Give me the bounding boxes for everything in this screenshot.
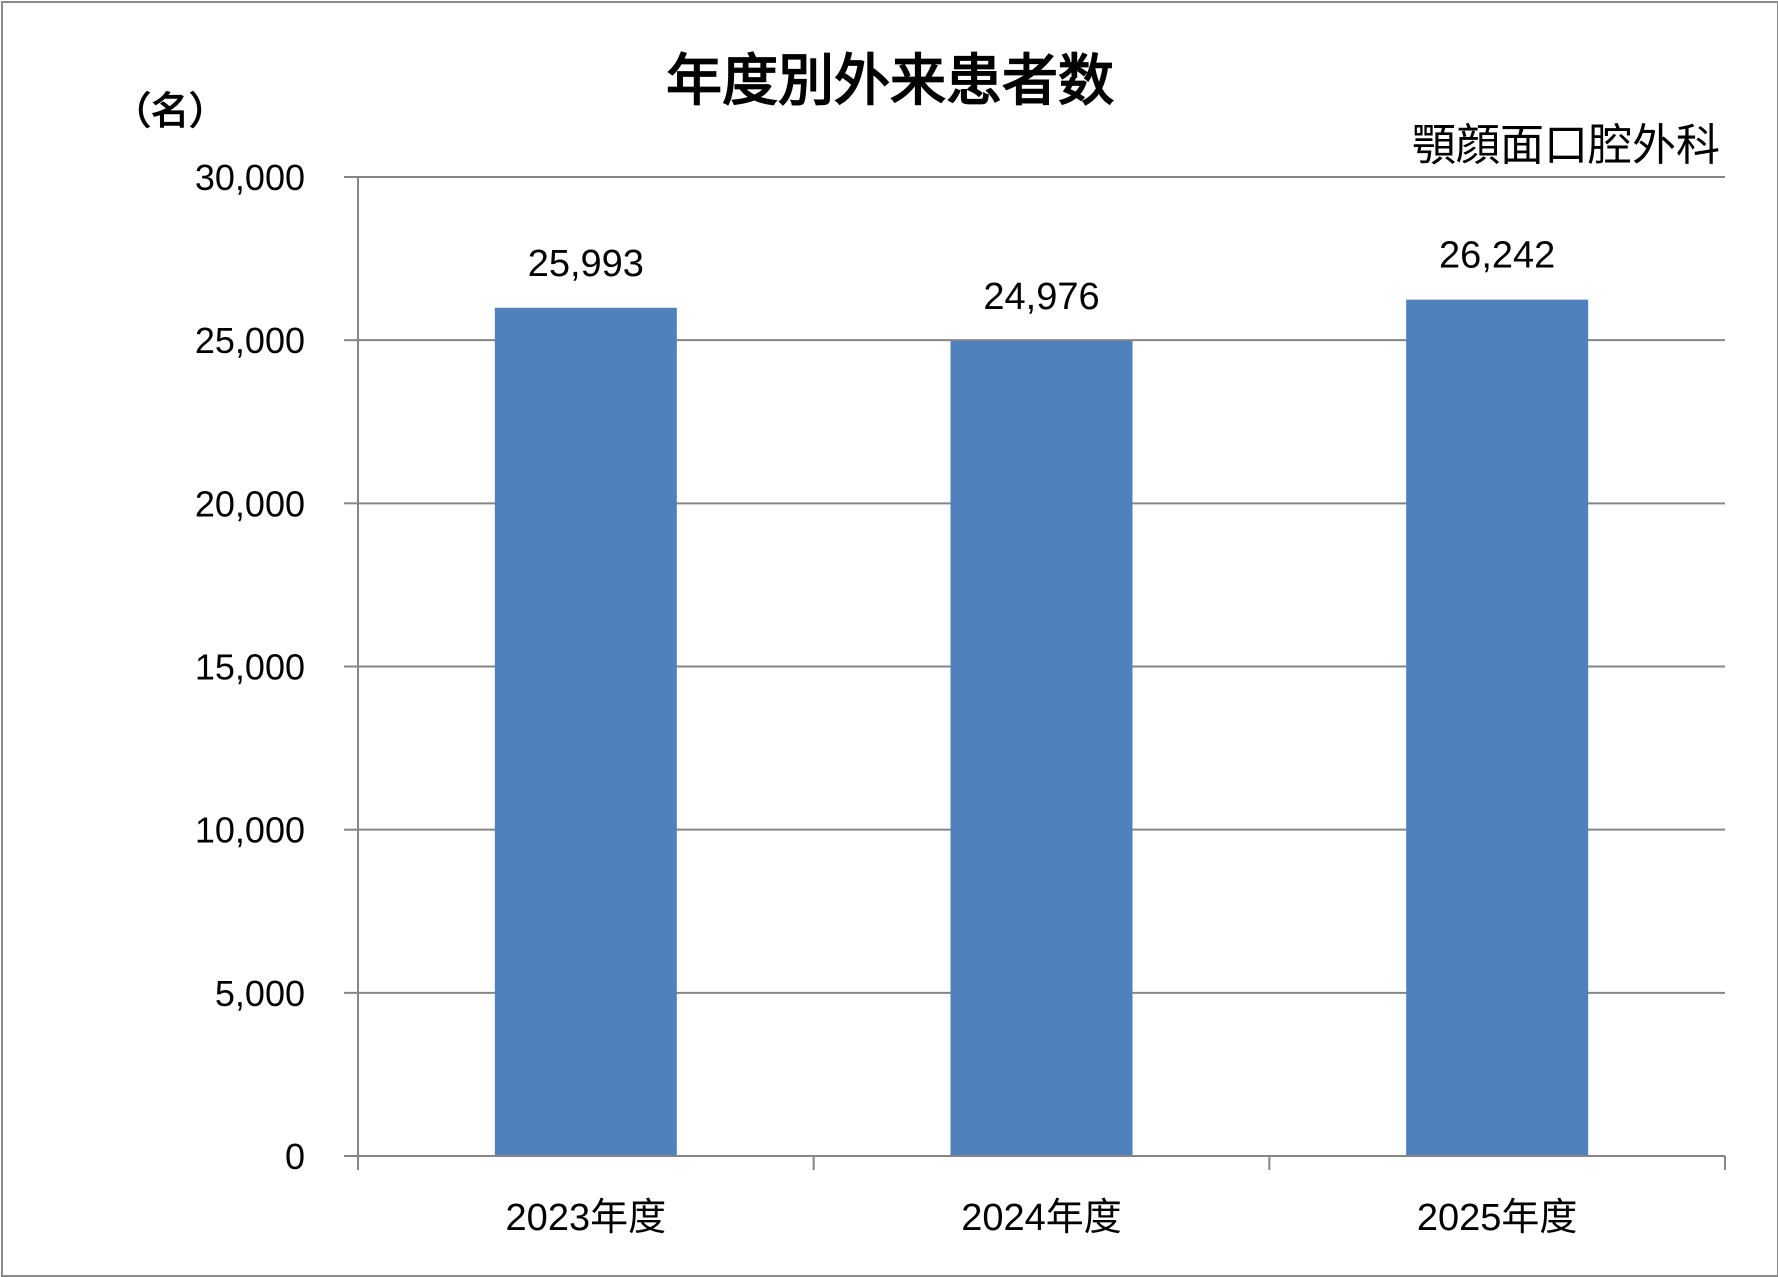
bar: [494, 307, 677, 1156]
y-tick-label: 30,000: [195, 157, 305, 198]
y-tick-label: 15,000: [195, 647, 305, 688]
y-unit-label: （名）: [113, 91, 227, 133]
y-tick-label: 25,000: [195, 320, 305, 361]
labels: 0 5,000 10,000 15,000 20,000 25,000 30,000 25,9…: [195, 157, 1578, 1239]
y-tick-label: 5,000: [215, 973, 305, 1014]
data-label: 25,993: [528, 243, 644, 285]
x-category-label: 2024年度: [961, 1197, 1122, 1239]
y-tick-label: 10,000: [195, 810, 305, 851]
chart-title: 年度別外来患者数: [666, 49, 1114, 112]
data-label: 26,242: [1439, 235, 1555, 277]
axes: [344, 176, 1726, 1170]
bar: [1406, 299, 1589, 1156]
data-label: 24,976: [983, 276, 1099, 318]
bars: [494, 299, 1589, 1157]
bar: [950, 340, 1133, 1157]
chart-subtitle: 顎顔面口腔外科: [1412, 121, 1720, 170]
y-tick-label: 0: [285, 1136, 305, 1177]
y-tick-label: 20,000: [195, 483, 305, 524]
x-category-label: 2025年度: [1417, 1197, 1578, 1239]
x-category-label: 2023年度: [506, 1197, 667, 1239]
